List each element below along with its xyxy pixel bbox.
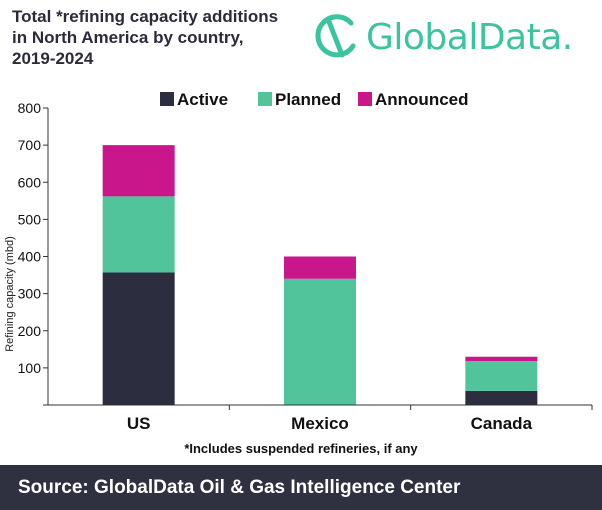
legend-label: Announced (375, 90, 469, 109)
title-line-3: 2019-2024 (12, 49, 94, 68)
legend-label: Active (177, 90, 228, 109)
legend-swatch (160, 92, 174, 106)
bars (102, 145, 538, 405)
x-tick-label: Mexico (291, 414, 349, 433)
bar-segment (465, 356, 538, 362)
bar-segment (102, 145, 175, 197)
legend: Active Planned Announced (160, 90, 469, 109)
bar-segment (465, 390, 538, 405)
bar-segment (284, 278, 356, 405)
bar-segment (102, 196, 175, 273)
y-tick-label: 500 (18, 211, 42, 227)
y-tick-label: 600 (18, 174, 42, 190)
chart-title: Total *refining capacity additions in No… (12, 6, 312, 69)
y-tick-label: 700 (18, 137, 42, 153)
legend-label: Planned (275, 90, 341, 109)
x-tick-label: Canada (471, 414, 533, 433)
bar-segment (465, 361, 538, 391)
bar-segment (102, 272, 175, 405)
y-tick-label: 100 (18, 360, 42, 376)
x-tick-label: US (127, 414, 151, 433)
bar-segment (284, 256, 356, 279)
y-axis-label: Refining capacity (mbd) (4, 236, 16, 352)
footnote: *Includes suspended refineries, if any (184, 441, 418, 456)
source-footer: Source: GlobalData Oil & Gas Intelligenc… (0, 465, 602, 510)
chart-area: Active Planned Announced Refining capacity… (0, 84, 602, 464)
logo-text: GlobalData. (366, 16, 573, 58)
legend-swatch (358, 92, 372, 106)
title-line-1: Total *refining capacity additions (12, 7, 279, 26)
globaldata-logo-icon (315, 14, 356, 58)
stacked-bar-chart: Active Planned Announced Refining capacity… (4, 90, 593, 433)
y-tick-label: 400 (18, 249, 42, 265)
x-axis: US Mexico Canada (48, 404, 593, 433)
source-text: Source: GlobalData Oil & Gas Intelligenc… (18, 477, 461, 498)
y-axis: 100 200 300 400 500 600 700 800 (18, 100, 49, 406)
y-tick-label: 200 (18, 323, 42, 339)
y-tick-label: 800 (18, 100, 42, 116)
legend-swatch (258, 92, 272, 106)
y-tick-label: 300 (18, 286, 42, 302)
globaldata-logo: GlobalData. (312, 12, 573, 62)
title-line-2: in North America by country, (12, 28, 244, 47)
